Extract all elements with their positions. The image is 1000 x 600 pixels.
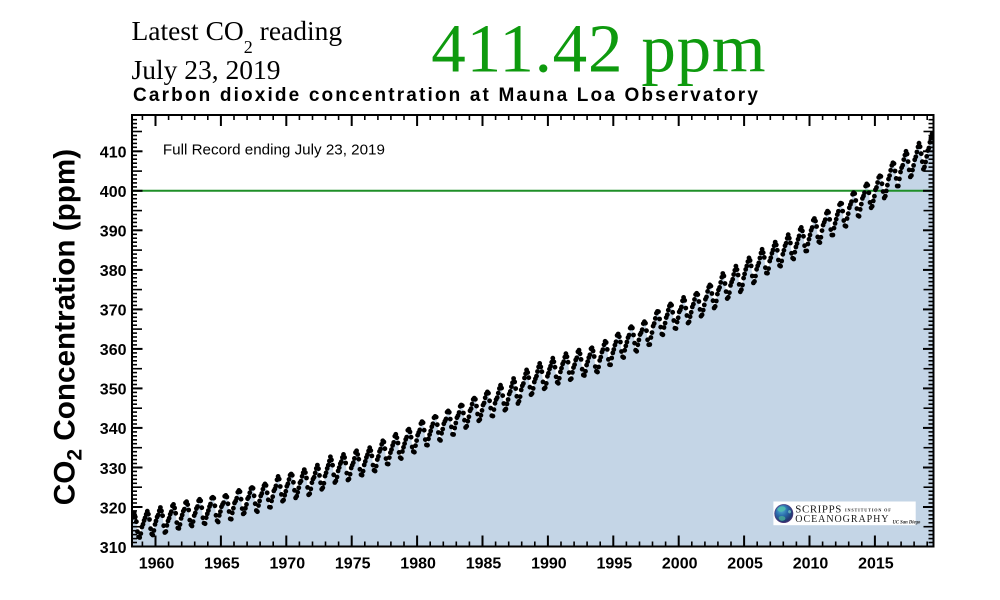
svg-text:1985: 1985: [466, 556, 502, 573]
svg-text:Full Record ending July 23, 20: Full Record ending July 23, 2019: [163, 142, 385, 159]
svg-text:350: 350: [100, 382, 127, 399]
svg-text:2000: 2000: [662, 556, 698, 573]
svg-text:330: 330: [100, 461, 127, 478]
svg-text:1970: 1970: [270, 556, 306, 573]
svg-text:1980: 1980: [400, 556, 436, 573]
svg-text:320: 320: [100, 500, 127, 517]
svg-text:INSTITUTION OF: INSTITUTION OF: [845, 507, 892, 512]
svg-text:411.42 ppm: 411.42 ppm: [431, 11, 766, 87]
svg-text:July 23, 2019: July 23, 2019: [132, 54, 281, 85]
svg-text:CO2 Concentration (ppm): CO2 Concentration (ppm): [49, 149, 87, 505]
svg-text:380: 380: [100, 263, 127, 280]
svg-text:1975: 1975: [335, 556, 371, 573]
svg-text:2010: 2010: [793, 556, 829, 573]
svg-text:1965: 1965: [204, 556, 240, 573]
svg-text:UC San Diego: UC San Diego: [893, 520, 922, 525]
svg-text:2015: 2015: [858, 556, 894, 573]
svg-text:360: 360: [100, 342, 127, 359]
svg-text:310: 310: [100, 540, 127, 557]
svg-text:400: 400: [100, 184, 127, 201]
svg-text:OCEANOGRAPHY: OCEANOGRAPHY: [795, 514, 889, 525]
svg-text:Carbon dioxide concentration a: Carbon dioxide concentration at Mauna Lo…: [133, 85, 760, 106]
svg-text:2005: 2005: [727, 556, 763, 573]
svg-text:1995: 1995: [597, 556, 633, 573]
svg-text:1990: 1990: [531, 556, 567, 573]
svg-text:410: 410: [100, 145, 127, 162]
svg-text:1960: 1960: [139, 556, 175, 573]
svg-text:390: 390: [100, 224, 127, 241]
svg-text:340: 340: [100, 421, 127, 438]
svg-text:SCRIPPS: SCRIPPS: [795, 504, 842, 516]
svg-text:370: 370: [100, 303, 127, 320]
